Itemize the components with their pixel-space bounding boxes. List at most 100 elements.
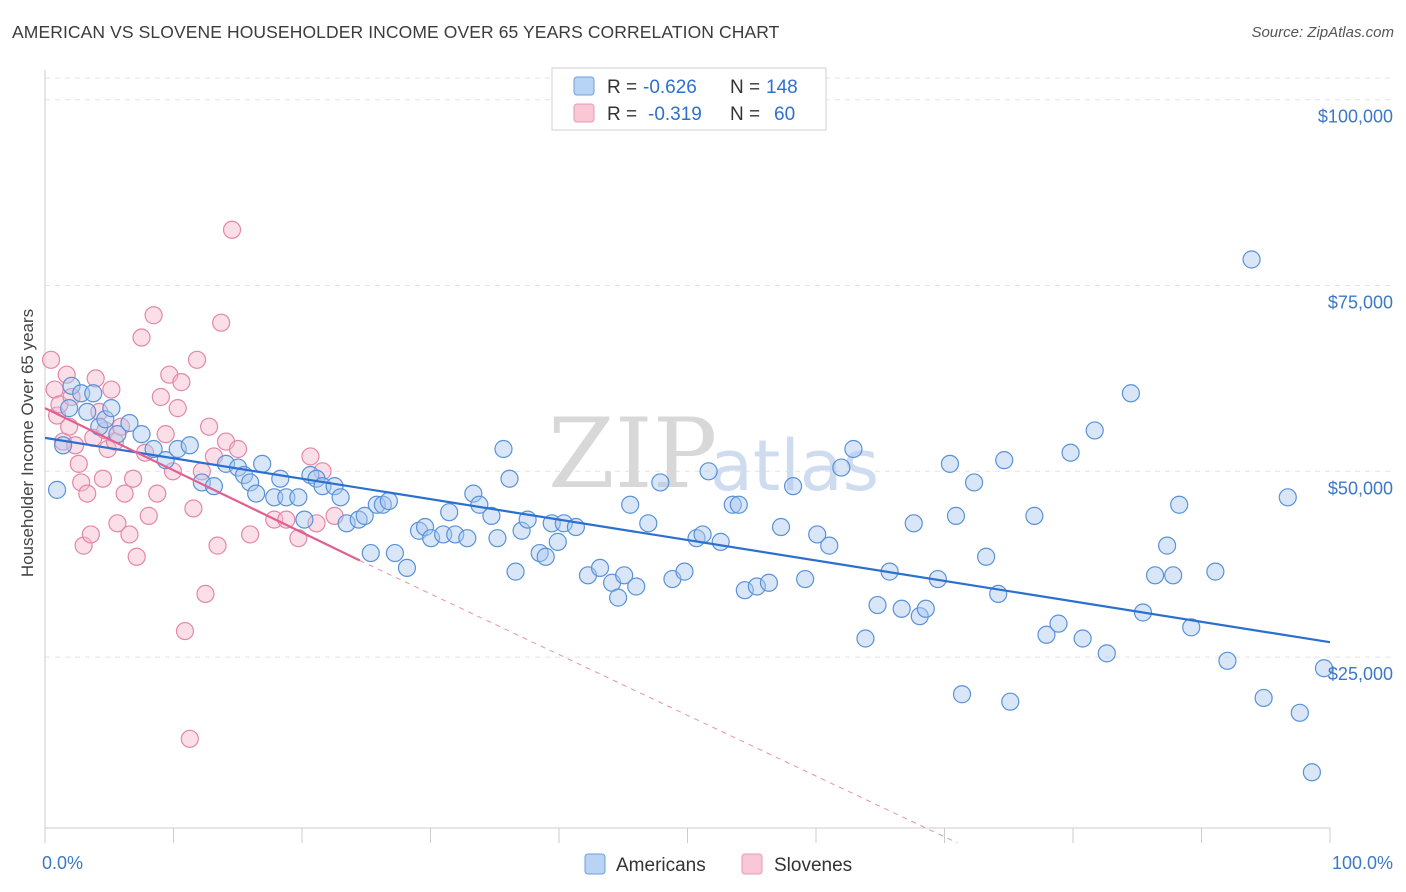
slovenes-point-52 [241,525,260,544]
legend-n-value-americans: 148 [766,77,798,98]
slovenes-point-0 [41,350,61,369]
americans-point-103 [952,685,972,704]
slovenes-point-39 [175,621,195,641]
americans-point-121 [1170,495,1189,514]
slovenes-point-15 [86,369,105,388]
americans-point-88 [796,569,815,589]
americans-point-2 [60,399,79,418]
grid-lines [45,77,1393,658]
slovenes-trend-line [44,407,361,562]
slovenes-point-25 [120,525,139,544]
americans-point-6 [84,384,103,403]
top-legend: R = -0.626 N = 148 R = -0.319 N = 60 [551,67,827,131]
americans-point-53 [482,506,501,525]
americans-point-23 [247,484,266,503]
americans-point-91 [832,458,851,477]
americans-point-41 [379,491,398,511]
americans-point-38 [361,543,380,563]
legend-n-value-slovenes: 60 [774,104,795,125]
americans-point-13 [144,439,163,459]
slovenes-point-13 [81,525,100,544]
watermark-atlas: atlas [710,425,879,507]
americans-point-71 [621,495,640,514]
americans-point-130 [1314,659,1334,678]
americans-point-74 [651,473,670,492]
slovenes-point-42 [187,350,207,369]
legend-r-value-slovenes: -0.319 [648,104,702,125]
legend-n-label-slovenes: N = [730,104,760,125]
americans-point-102 [946,506,966,525]
americans-point-82 [729,495,748,514]
americans-point-42 [385,543,405,563]
slovenes-point-47 [208,536,227,555]
americans-point-26 [271,469,290,488]
americans-point-126 [1254,688,1273,708]
americans-point-16 [180,436,199,455]
slovenes-point-56 [301,447,320,466]
slovenes-point-45 [199,417,219,436]
americans-point-87 [783,477,803,496]
americans-point-118 [1145,566,1165,585]
americans-point-50 [458,529,477,548]
americans-point-51 [464,484,483,503]
legend-r-label-slovenes: R = [607,104,637,125]
slovenes-point-17 [93,469,113,488]
americans-point-29 [295,510,314,529]
bottom-legend-swatch-slovenes [741,853,763,875]
americans-point-105 [977,547,996,566]
slovenes-point-9 [69,454,88,473]
trend-lines [44,407,1331,844]
americans-point-58 [512,521,531,540]
legend-swatch-slovenes [573,103,595,123]
bottom-legend: Americans Slovenes [584,853,852,876]
americans-point-109 [1025,506,1044,525]
americans-point-39 [367,495,386,514]
slovenes-point-40 [180,729,199,748]
bottom-legend-swatch-americans [584,853,606,875]
americans-point-80 [711,532,730,551]
americans-point-72 [627,577,646,596]
slovenes-point-55 [289,529,308,548]
americans-point-128 [1290,703,1309,722]
americans-point-115 [1097,644,1116,663]
legend-r-value-americans: -0.626 [643,77,697,98]
legend-n-label-americans: N = [730,77,760,98]
y-tick-label-1: $50,000 [1328,478,1393,498]
americans-point-86 [771,517,791,537]
slovenes-point-28 [132,328,151,347]
americans-point-22 [241,473,260,492]
y-tick-label-0: $25,000 [1328,664,1393,684]
americans-point-3 [62,376,81,395]
americans-point-8 [96,410,115,429]
americans-point-110 [1037,625,1056,644]
americans-point-15 [168,439,187,459]
slovenes-point-31 [144,306,163,325]
americans-point-98 [910,607,929,626]
americans-point-120 [1164,566,1183,585]
americans-point-111 [1049,614,1068,633]
slovenes-point-50 [222,220,242,239]
legend-r-label-americans: R = [607,77,637,98]
americans-point-48 [440,503,459,522]
americans-trend-line [44,436,1331,644]
americans-point-35 [337,514,356,533]
legend-swatch-americans [573,76,595,96]
americans-point-127 [1278,488,1297,507]
americans-point-49 [446,525,465,544]
americans-point-43 [397,558,417,578]
americans-point-0 [47,480,67,499]
americans-point-63 [548,532,567,551]
americans-point-37 [355,506,374,525]
americans-point-125 [1242,250,1261,269]
x-tick-label-0: 0.0% [42,853,83,873]
americans-point-67 [590,558,610,578]
slovenes-point-30 [139,506,158,525]
americans-point-11 [120,413,139,433]
americans-point-122 [1182,618,1201,637]
chart-title: AMERICAN VS SLOVENE HOUSEHOLDER INCOME O… [12,22,780,42]
americans-point-46 [422,529,441,548]
y-tick-labels: $25,000 $50,000 $75,000 $100,000 [1318,107,1393,684]
americans-point-55 [494,439,513,459]
americans-point-76 [675,562,694,581]
